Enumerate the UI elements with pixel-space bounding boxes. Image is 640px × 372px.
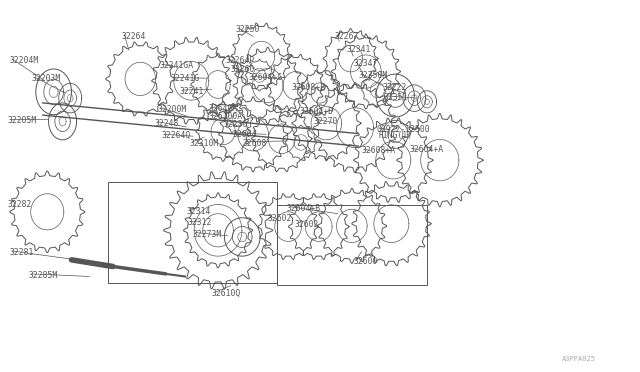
Text: 32285M: 32285M bbox=[28, 271, 58, 280]
Text: 32341: 32341 bbox=[347, 45, 371, 54]
Text: 32350M: 32350M bbox=[358, 71, 387, 80]
Text: 32241GA: 32241GA bbox=[159, 61, 193, 70]
Bar bbox=[108, 182, 276, 283]
Text: 32604: 32604 bbox=[232, 130, 257, 139]
Text: 32602: 32602 bbox=[294, 220, 319, 229]
Text: 32351: 32351 bbox=[384, 93, 408, 102]
Text: 32222: 32222 bbox=[383, 83, 407, 92]
Text: 32204M: 32204M bbox=[9, 56, 38, 65]
Text: 32602: 32602 bbox=[268, 214, 292, 223]
Text: 32608+A: 32608+A bbox=[362, 146, 396, 155]
Text: 32241G: 32241G bbox=[170, 74, 200, 83]
Text: 32604+C: 32604+C bbox=[248, 73, 283, 82]
Text: 326100A: 326100A bbox=[209, 112, 243, 121]
Text: 32312: 32312 bbox=[188, 218, 212, 228]
Text: 32230: 32230 bbox=[223, 120, 248, 129]
Text: A3PPA025: A3PPA025 bbox=[562, 356, 596, 362]
Text: 00922-12500: 00922-12500 bbox=[376, 125, 429, 134]
Text: 32310M: 32310M bbox=[189, 139, 219, 148]
Text: 32203M: 32203M bbox=[32, 74, 61, 83]
Text: 32608+B: 32608+B bbox=[291, 83, 326, 92]
Text: 32248: 32248 bbox=[154, 119, 179, 128]
Text: 32273M: 32273M bbox=[193, 230, 222, 238]
Text: 32282: 32282 bbox=[8, 200, 32, 209]
Text: 32241: 32241 bbox=[180, 87, 204, 96]
Text: 32610Q: 32610Q bbox=[212, 289, 241, 298]
Text: 32267: 32267 bbox=[334, 32, 358, 41]
Text: 32347: 32347 bbox=[353, 59, 378, 68]
Text: 32205M: 32205M bbox=[8, 116, 37, 125]
Text: 32314: 32314 bbox=[186, 208, 211, 217]
Text: 32640A: 32640A bbox=[209, 104, 237, 113]
Text: 32604+A: 32604+A bbox=[409, 145, 444, 154]
Text: 32264P: 32264P bbox=[226, 56, 255, 65]
Text: 32264Q: 32264Q bbox=[162, 131, 191, 140]
Text: 32604+B: 32604+B bbox=[287, 204, 321, 213]
Bar bbox=[276, 205, 427, 285]
Text: 32270: 32270 bbox=[314, 116, 338, 126]
Text: 32264: 32264 bbox=[121, 32, 145, 41]
Text: 32260: 32260 bbox=[231, 65, 255, 74]
Text: 32600: 32600 bbox=[353, 257, 378, 266]
Text: 32604+D: 32604+D bbox=[300, 107, 333, 116]
Text: 32200M: 32200M bbox=[157, 105, 187, 114]
Text: 32281: 32281 bbox=[9, 248, 33, 257]
Text: 32608: 32608 bbox=[243, 139, 267, 148]
Text: RING(1): RING(1) bbox=[379, 131, 413, 140]
Text: 32250: 32250 bbox=[236, 25, 260, 34]
